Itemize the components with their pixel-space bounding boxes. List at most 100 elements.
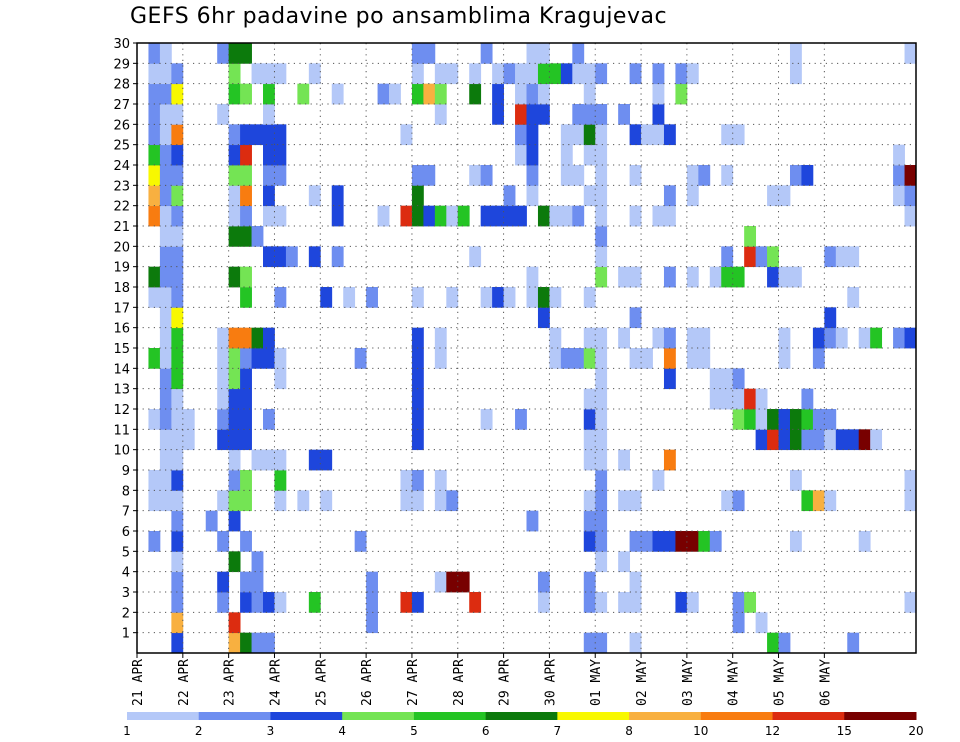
heatmap-cell xyxy=(595,368,608,390)
heatmap-cell xyxy=(526,104,539,125)
heatmap-cell xyxy=(148,287,161,308)
heatmap-cell xyxy=(492,104,504,125)
heatmap-cell xyxy=(240,388,252,410)
heatmap-cell xyxy=(251,632,264,654)
heatmap-cell xyxy=(285,246,298,268)
heatmap-cell xyxy=(515,409,527,430)
colorbar-swatch xyxy=(844,712,917,720)
heatmap-cell xyxy=(228,83,241,105)
heatmap-cell xyxy=(583,409,596,430)
heatmap-cell xyxy=(148,43,161,64)
heatmap-cell xyxy=(148,348,161,369)
heatmap-cell xyxy=(228,612,241,634)
heatmap-cell xyxy=(893,185,905,207)
heatmap-cell xyxy=(526,165,539,186)
heatmap-cell xyxy=(308,246,321,268)
heatmap-cell xyxy=(217,104,230,125)
heatmap-cell xyxy=(824,429,837,451)
heatmap-cell xyxy=(228,266,241,288)
heatmap-cell xyxy=(159,307,172,329)
heatmap-cell xyxy=(263,165,275,186)
heatmap-cell xyxy=(686,185,699,207)
x-tick-label: 25 APR xyxy=(314,659,329,706)
heatmap-cell xyxy=(652,531,665,552)
heatmap-cell xyxy=(446,490,459,512)
y-tick-label: 5 xyxy=(122,545,130,560)
x-tick-label: 06 MAY xyxy=(818,659,833,706)
heatmap-cell xyxy=(801,490,814,512)
heatmap-cell xyxy=(148,165,161,186)
heatmap-cell xyxy=(904,185,917,207)
heatmap-cell xyxy=(595,63,608,85)
colorbar-swatch xyxy=(700,712,774,720)
heatmap-cell xyxy=(228,429,241,451)
heatmap-cell xyxy=(171,449,184,471)
heatmap-cell xyxy=(228,470,241,491)
chart-title: GEFS 6hr padavine po ansamblima Kragujev… xyxy=(130,4,668,29)
x-tick-label: 23 APR xyxy=(223,659,238,706)
y-tick-label: 26 xyxy=(113,118,130,133)
heatmap-cell xyxy=(767,632,779,654)
heatmap-cell xyxy=(537,571,550,593)
x-tick-label: 01 MAY xyxy=(589,659,604,706)
heatmap-cell xyxy=(503,205,516,227)
heatmap-cell xyxy=(572,63,585,85)
x-tick-label: 27 APR xyxy=(406,659,421,706)
heatmap-cell xyxy=(515,124,527,146)
heatmap-cell xyxy=(835,429,848,451)
heatmap-cell xyxy=(240,144,252,166)
heatmap-cell xyxy=(148,409,161,430)
heatmap-cell xyxy=(159,124,172,146)
heatmap-cell xyxy=(789,470,802,491)
y-tick-label: 20 xyxy=(113,240,130,255)
colorbar-swatch xyxy=(485,712,558,720)
heatmap-cell xyxy=(240,571,252,593)
heatmap-cell xyxy=(744,592,757,613)
heatmap-cell xyxy=(652,104,665,125)
heatmap-cell xyxy=(893,165,905,186)
y-tick-label: 14 xyxy=(113,362,130,377)
heatmap-cell xyxy=(171,83,184,105)
heatmap-cell xyxy=(217,409,230,430)
heatmap-cell xyxy=(263,632,275,654)
heatmap-cell xyxy=(331,185,344,207)
colorbar-label: 3 xyxy=(267,724,275,738)
heatmap-cell xyxy=(354,348,367,369)
heatmap-cell xyxy=(629,592,642,613)
y-tick-label: 19 xyxy=(113,261,130,276)
heatmap-cell xyxy=(675,531,688,552)
heatmap-cell xyxy=(652,470,665,491)
heatmap-cell xyxy=(251,571,264,593)
heatmap-cell xyxy=(457,205,470,227)
heatmap-cell xyxy=(778,266,791,288)
heatmap-cell xyxy=(446,63,459,85)
heatmap-cell xyxy=(240,429,252,451)
colorbar-swatch xyxy=(772,712,845,720)
y-tick-label: 16 xyxy=(113,322,130,337)
heatmap-cell xyxy=(515,205,527,227)
heatmap-cell xyxy=(789,266,802,288)
heatmap-cell xyxy=(411,470,424,491)
y-tick-label: 1 xyxy=(122,627,130,642)
heatmap-cell xyxy=(159,368,172,390)
heatmap-cell xyxy=(480,409,493,430)
heatmap-cell xyxy=(618,592,631,613)
heatmap-cell xyxy=(778,348,791,369)
heatmap-cell xyxy=(217,490,230,512)
heatmap-cell xyxy=(263,63,275,85)
heatmap-cell xyxy=(801,165,814,186)
heatmap-cell xyxy=(732,592,745,613)
heatmap-cell xyxy=(595,124,608,146)
heatmap-cell xyxy=(240,592,252,613)
heatmap-cell xyxy=(618,490,631,512)
heatmap-cell xyxy=(171,266,184,288)
heatmap-cell xyxy=(263,246,275,268)
heatmap-cell xyxy=(595,348,608,369)
heatmap-cell xyxy=(801,388,814,410)
heatmap-cell xyxy=(480,43,493,64)
heatmap-cell xyxy=(457,571,470,593)
heatmap-cell xyxy=(641,531,653,552)
x-tick-label: 05 MAY xyxy=(773,659,788,706)
heatmap-cell xyxy=(812,490,825,512)
heatmap-cell xyxy=(663,449,676,471)
